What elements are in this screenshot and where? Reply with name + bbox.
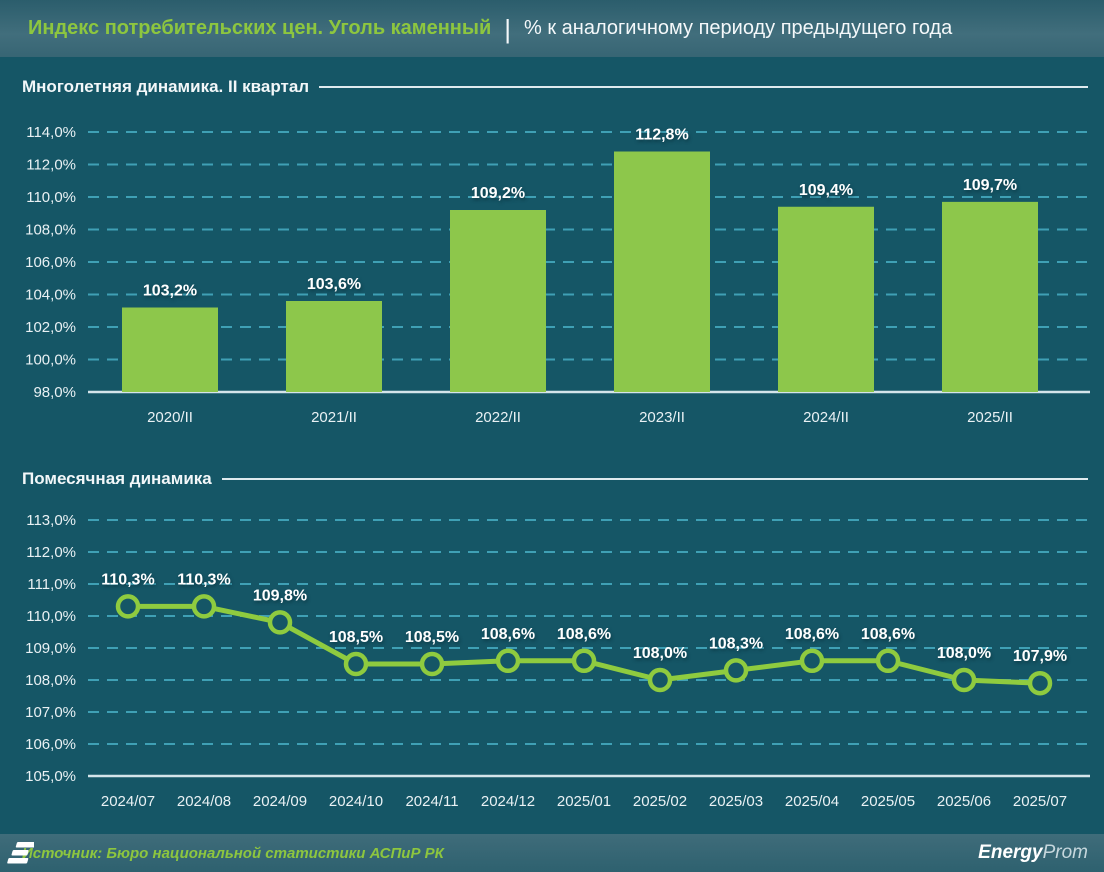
y-tick-label: 107,0% <box>25 704 76 721</box>
data-point-marker <box>495 648 521 674</box>
y-tick-label: 109,0% <box>25 640 76 657</box>
x-category-label: 2025/04 <box>785 793 839 810</box>
x-category-label: 2025/01 <box>557 793 611 810</box>
header-subtitle: % к аналогичному периоду предыдущего год… <box>524 17 953 39</box>
y-tick-label: 106,0% <box>25 254 76 271</box>
x-category-label: 2022/II <box>475 409 521 426</box>
x-category-label: 2024/09 <box>253 793 307 810</box>
point-value-label: 108,6% <box>861 626 915 643</box>
header: Индекс потребительских цен. Уголь каменн… <box>0 0 1104 57</box>
section-title-monthly: Помесячная динамика <box>22 468 1088 490</box>
point-value-label: 108,6% <box>785 626 839 643</box>
title-rule <box>221 478 1088 480</box>
y-tick-label: 114,0% <box>26 124 76 141</box>
section-title-quarterly: Многолетняя динамика. II квартал <box>22 76 1088 98</box>
energyprom-logo-icon <box>7 842 34 864</box>
x-category-label: 2025/02 <box>633 793 687 810</box>
bar-value-label: 109,7% <box>963 177 1017 194</box>
point-value-label: 108,6% <box>557 626 611 643</box>
point-value-label: 109,8% <box>253 587 307 604</box>
section-title-monthly-text: Помесячная динамика <box>22 469 212 488</box>
y-tick-label: 108,0% <box>25 672 76 689</box>
point-value-label: 108,6% <box>481 626 535 643</box>
y-tick-label: 105,0% <box>25 768 76 785</box>
y-tick-label: 108,0% <box>25 222 76 239</box>
data-point-marker <box>1027 670 1053 696</box>
x-category-label: 2025/03 <box>709 793 763 810</box>
section-title-quarterly-text: Многолетняя динамика. II квартал <box>22 77 310 96</box>
x-category-label: 2024/11 <box>405 793 458 810</box>
point-value-label: 108,5% <box>405 629 459 646</box>
x-category-label: 2023/II <box>639 409 685 426</box>
y-tick-label: 98,0% <box>33 384 76 401</box>
title-rule <box>319 86 1088 88</box>
data-point-marker <box>419 651 445 677</box>
y-tick-label: 100,0% <box>25 352 76 369</box>
x-category-label: 2024/10 <box>329 793 383 810</box>
x-category-label: 2024/II <box>803 409 849 426</box>
bar <box>942 201 1038 392</box>
x-category-label: 2024/07 <box>101 793 155 810</box>
point-value-label: 108,0% <box>633 645 687 662</box>
data-point-marker <box>723 658 749 683</box>
bar <box>450 210 546 392</box>
y-tick-label: 106,0% <box>25 736 76 753</box>
data-point-marker <box>951 667 977 693</box>
y-tick-label: 112,0% <box>26 544 76 561</box>
y-tick-label: 110,0% <box>26 608 76 625</box>
point-value-label: 108,5% <box>329 629 383 646</box>
data-point-marker <box>571 648 597 674</box>
bar-chart-quarterly-cpi: 114,0% 112,0% 110,0% 108,0% 106,0% 104,0% 102,… <box>25 124 1090 426</box>
point-value-label: 110,3% <box>177 571 230 588</box>
bar <box>614 151 710 392</box>
bar-value-label: 112,8% <box>635 127 688 144</box>
data-point-marker <box>115 594 141 619</box>
x-category-label: 2025/II <box>967 409 1013 426</box>
point-value-label: 108,3% <box>709 635 763 652</box>
y-tick-label: 104,0% <box>25 287 76 304</box>
x-category-label: 2025/06 <box>937 793 991 810</box>
y-tick-label: 113,0% <box>26 512 76 529</box>
point-value-label: 107,9% <box>1013 648 1067 665</box>
y-tick-label: 110,0% <box>26 189 76 206</box>
bar-value-label: 109,2% <box>471 185 525 202</box>
logo-text-prom: Prom <box>1042 842 1088 863</box>
x-category-label: 2025/07 <box>1013 793 1067 810</box>
x-category-label: 2020/II <box>147 409 193 426</box>
y-tick-label: 111,0% <box>27 576 76 593</box>
data-point-marker <box>875 648 901 674</box>
x-category-label: 2021/II <box>311 409 357 426</box>
header-title-highlight: Индекс потребительских цен. Уголь каменн… <box>28 17 492 39</box>
point-value-label: 108,0% <box>937 645 991 662</box>
footer: Источник: Бюро национальной статистики А… <box>0 834 1104 872</box>
energyprom-logo: EnergyProm <box>7 842 1088 864</box>
x-category-label: 2024/12 <box>481 793 535 810</box>
y-tick-label: 112,0% <box>26 157 76 174</box>
data-point-marker <box>647 667 673 693</box>
bar <box>122 307 218 392</box>
bar-value-label: 103,6% <box>307 276 361 293</box>
data-point-marker <box>799 648 825 674</box>
bar <box>286 301 382 392</box>
source-note: Источник: Бюро национальной статистики А… <box>22 844 444 862</box>
data-point-marker <box>343 651 369 677</box>
x-category-label: 2025/05 <box>861 793 915 810</box>
data-point-marker <box>267 610 293 635</box>
point-value-label: 110,3% <box>101 571 154 588</box>
data-point-marker <box>191 594 217 619</box>
bar-value-label: 103,2% <box>143 283 197 300</box>
logo-text-energy: Energy <box>978 842 1043 863</box>
header-separator: | <box>504 13 512 44</box>
x-category-label: 2024/08 <box>177 793 231 810</box>
bar <box>778 206 874 392</box>
y-tick-label: 102,0% <box>25 319 76 336</box>
bar-value-label: 109,4% <box>799 182 853 199</box>
line-chart-monthly-cpi: 113,0% 112,0% 111,0% 110,0% 109,0% 108,0% 107,… <box>25 512 1090 810</box>
